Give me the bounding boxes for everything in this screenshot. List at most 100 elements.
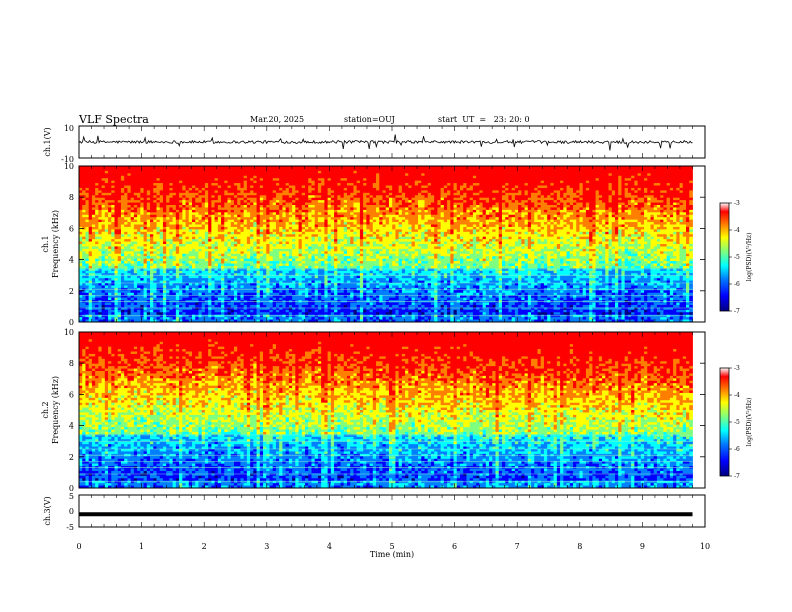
spectrogram-cell: [92, 215, 96, 218]
spectrogram-cell: [328, 232, 332, 235]
spectrogram-cell: [273, 239, 277, 242]
spectrogram-cell: [150, 278, 154, 281]
spectrogram-cell: [237, 207, 241, 210]
spectrogram-cell: [82, 293, 86, 296]
spectrogram-cell: [311, 217, 315, 220]
spectrogram-cell: [176, 222, 180, 225]
spectrogram-cell: [111, 222, 115, 225]
spectrogram-cell: [147, 285, 151, 288]
spectrogram-cell: [253, 190, 257, 193]
spectrogram-cell: [98, 232, 102, 235]
spectrogram-cell: [186, 173, 190, 176]
spectrogram-cell: [260, 317, 264, 320]
spectrogram-cell: [140, 273, 144, 276]
spectrogram-cell: [224, 168, 228, 171]
spectrogram-cell: [240, 215, 244, 218]
spectrogram-cell: [186, 186, 190, 189]
spectrogram-cell: [276, 239, 280, 242]
spectrogram-cell: [282, 168, 286, 171]
spectrogram-cell: [231, 303, 235, 306]
spectrogram-cell: [124, 212, 128, 215]
spectrogram-cell: [286, 303, 290, 306]
spectrogram-cell: [253, 256, 257, 259]
spectrogram-cell: [311, 207, 315, 210]
spectrogram-cell: [276, 261, 280, 264]
spectrogram-cell: [202, 266, 206, 269]
spectrogram-cell: [266, 212, 270, 215]
spectrogram-cell: [134, 244, 138, 247]
spectrogram-cell: [189, 205, 193, 208]
spectrogram-cell: [247, 246, 251, 249]
spectrogram-cell: [102, 315, 106, 318]
spectrogram-cell: [166, 207, 170, 210]
spectrogram-cell: [321, 232, 325, 235]
spectrogram-cell: [98, 315, 102, 318]
spectrogram-cell: [202, 276, 206, 279]
spectrogram-cell: [144, 207, 148, 210]
spectrogram-cell: [208, 312, 212, 315]
spectrogram-cell: [282, 215, 286, 218]
spectrogram-cell: [234, 242, 238, 245]
spectrogram-cell: [163, 305, 167, 308]
spectrogram-cell: [169, 310, 173, 313]
spectrogram-cell: [195, 195, 199, 198]
spectrogram-cell: [244, 264, 248, 267]
spectrogram-cell: [198, 229, 202, 232]
spectrogram-cell: [198, 198, 202, 201]
spectrogram-cell: [237, 225, 241, 228]
spectrogram-cell: [163, 251, 167, 254]
spectrogram-cell: [124, 239, 128, 242]
spectrogram-cell: [311, 171, 315, 174]
spectrogram-cell: [282, 183, 286, 186]
spectrogram-cell: [131, 178, 135, 181]
spectrogram-cell: [173, 232, 177, 235]
spectrogram-cell: [237, 278, 241, 281]
spectrogram-cell: [150, 239, 154, 242]
spectrogram-cell: [328, 229, 332, 232]
spectrogram-cell: [140, 276, 144, 279]
spectrogram-cell: [282, 200, 286, 203]
spectrogram-cell: [160, 305, 164, 308]
spectrogram-cell: [250, 227, 254, 230]
spectrogram-cell: [179, 190, 183, 193]
spectrogram-cell: [85, 215, 89, 218]
spectrogram-cell: [279, 215, 283, 218]
spectrogram-cell: [202, 317, 206, 320]
spectrogram-cell: [244, 229, 248, 232]
spectrogram-cell: [147, 215, 151, 218]
spectrogram-cell: [85, 273, 89, 276]
spectrogram-cell: [95, 171, 99, 174]
spectrogram-cell: [108, 293, 112, 296]
spectrogram-cell: [324, 203, 328, 206]
spectrogram-cell: [228, 225, 232, 228]
spectrogram-cell: [231, 315, 235, 318]
spectrogram-cell: [160, 205, 164, 208]
spectrogram-cell: [140, 290, 144, 293]
spectrogram-cell: [215, 315, 219, 318]
spectrogram-cell: [118, 278, 122, 281]
spectrogram-cell: [140, 266, 144, 269]
spectrogram-cell: [192, 259, 196, 262]
spectrogram-cell: [211, 298, 215, 301]
spectrogram-cell: [163, 222, 167, 225]
spectrogram-cell: [195, 305, 199, 308]
spectrogram-cell: [295, 242, 299, 245]
spectrogram-cell: [231, 168, 235, 171]
spectrogram-cell: [273, 215, 277, 218]
spectrogram-cell: [205, 190, 209, 193]
spectrogram-cell: [134, 251, 138, 254]
spectrogram-cell: [208, 264, 212, 267]
spectrogram-cell: [111, 312, 115, 315]
spectrogram-cell: [169, 312, 173, 315]
spectrogram-cell: [299, 239, 303, 242]
spectrogram-cell: [215, 222, 219, 225]
spectrogram-cell: [270, 181, 274, 184]
spectrogram-cell: [85, 220, 89, 223]
spectrogram-cell: [85, 190, 89, 193]
spectrogram-cell: [144, 193, 148, 196]
spectrogram-cell: [111, 283, 115, 286]
spectrogram-cell: [228, 234, 232, 237]
spectrogram-cell: [305, 178, 309, 181]
spectrogram-cell: [153, 242, 157, 245]
spectrogram-cell: [321, 239, 325, 242]
